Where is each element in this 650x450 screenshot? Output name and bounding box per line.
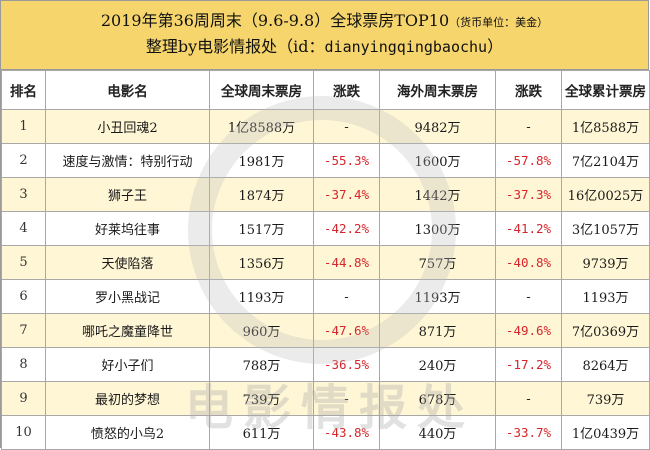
- global-total-cell: 7亿2104万: [561, 143, 650, 178]
- overseas-change-cell: -49.6%: [495, 313, 562, 348]
- col-global-total: 全球累计票房: [561, 70, 650, 110]
- box-office-table: 排名 电影名 全球周末票房 涨跌 海外周末票房 涨跌 全球累计票房 1 小丑回魂2…: [1, 70, 650, 450]
- global-weekend-cell: 611万: [209, 415, 314, 450]
- title-cell: 最初的梦想: [45, 381, 210, 416]
- table-row: 10 愤怒的小鸟2 611万 -43.8% 440万 -33.7% 1亿0439万: [1, 415, 650, 450]
- overseas-change-cell: -57.8%: [495, 143, 562, 178]
- col-global-change: 涨跌: [313, 70, 380, 110]
- global-weekend-cell: 1193万: [209, 279, 314, 314]
- global-change-cell: -: [313, 109, 380, 144]
- title-cell: 哪吒之魔童降世: [45, 313, 210, 348]
- table-header-banner: 2019年第36周周末（9.6-9.8）全球票房TOP10（货币单位：美金） 整…: [1, 1, 648, 70]
- global-change-cell: -: [313, 381, 380, 416]
- global-total-cell: 16亿0025万: [561, 177, 650, 212]
- title-cell: 小丑回魂2: [45, 109, 210, 144]
- table-row: 6 罗小黑战记 1193万 -1193万 -1193万: [1, 279, 650, 314]
- rank-cell: 2: [1, 143, 46, 178]
- overseas-weekend-cell: 1300万: [379, 211, 496, 246]
- title-cell: 罗小黑战记: [45, 279, 210, 314]
- table-row: 9 最初的梦想 739万 -678万 -739万: [1, 381, 650, 416]
- rank-cell: 3: [1, 177, 46, 212]
- global-total-cell: 1亿0439万: [561, 415, 650, 450]
- overseas-change-cell: -: [495, 109, 562, 144]
- title-cell: 天使陷落: [45, 245, 210, 280]
- global-change-cell: -36.5%: [313, 347, 380, 382]
- global-change-cell: -: [313, 279, 380, 314]
- table-row: 1 小丑回魂2 1亿8588万 -9482万 -1亿8588万: [1, 109, 650, 144]
- global-weekend-cell: 1517万: [209, 211, 314, 246]
- rank-cell: 6: [1, 279, 46, 314]
- table-row: 2 速度与激情：特别行动 1981万 -55.3% 1600万 -57.8% 7亿2104万: [1, 143, 650, 178]
- table-row: 3 狮子王 1874万 -37.4% 1442万 -37.3% 16亿0025万: [1, 177, 650, 212]
- overseas-change-cell: -37.3%: [495, 177, 562, 212]
- title-cell: 好小子们: [45, 347, 210, 382]
- global-weekend-cell: 739万: [209, 381, 314, 416]
- table-row: 5 天使陷落 1356万 -44.8% 757万 -40.8% 9739万: [1, 245, 650, 280]
- global-change-cell: -37.4%: [313, 177, 380, 212]
- global-change-cell: -43.8%: [313, 415, 380, 450]
- global-total-cell: 9739万: [561, 245, 650, 280]
- global-total-cell: 8264万: [561, 347, 650, 382]
- global-total-cell: 739万: [561, 381, 650, 416]
- overseas-weekend-cell: 440万: [379, 415, 496, 450]
- overseas-weekend-cell: 871万: [379, 313, 496, 348]
- overseas-weekend-cell: 1193万: [379, 279, 496, 314]
- global-total-cell: 1193万: [561, 279, 650, 314]
- overseas-change-cell: -40.8%: [495, 245, 562, 280]
- col-overseas-weekend: 海外周末票房: [379, 70, 496, 110]
- overseas-weekend-cell: 9482万: [379, 109, 496, 144]
- global-weekend-cell: 788万: [209, 347, 314, 382]
- rank-cell: 5: [1, 245, 46, 280]
- overseas-weekend-cell: 757万: [379, 245, 496, 280]
- subtitle-suffix: ）: [487, 37, 504, 56]
- subtitle-id: dianyingqingbaochu: [324, 38, 488, 56]
- overseas-change-cell: -41.2%: [495, 211, 562, 246]
- global-weekend-cell: 1874万: [209, 177, 314, 212]
- title-cell: 狮子王: [45, 177, 210, 212]
- page-subtitle: 整理by电影情报处（id：dianyingqingbaochu）: [1, 34, 648, 60]
- global-change-cell: -44.8%: [313, 245, 380, 280]
- title-text: 2019年第36周周末（9.6-9.8）全球票房TOP10: [100, 11, 450, 30]
- title-cell: 速度与激情：特别行动: [45, 143, 210, 178]
- title-cell: 愤怒的小鸟2: [45, 415, 210, 450]
- global-change-cell: -42.2%: [313, 211, 380, 246]
- overseas-weekend-cell: 1442万: [379, 177, 496, 212]
- rank-cell: 7: [1, 313, 46, 348]
- overseas-weekend-cell: 240万: [379, 347, 496, 382]
- title-cell: 好莱坞往事: [45, 211, 210, 246]
- global-total-cell: 1亿8588万: [561, 109, 650, 144]
- page-title: 2019年第36周周末（9.6-9.8）全球票房TOP10（货币单位：美金）: [1, 1, 648, 34]
- overseas-change-cell: -17.2%: [495, 347, 562, 382]
- table-row: 7 哪吒之魔童降世 960万 -47.6% 871万 -49.6% 7亿0369万: [1, 313, 650, 348]
- rank-cell: 1: [1, 109, 46, 144]
- global-total-cell: 3亿1057万: [561, 211, 650, 246]
- global-change-cell: -47.6%: [313, 313, 380, 348]
- global-total-cell: 7亿0369万: [561, 313, 650, 348]
- currency-unit: （货币单位：美金）: [449, 16, 549, 29]
- col-overseas-change: 涨跌: [495, 70, 562, 110]
- overseas-change-cell: -: [495, 381, 562, 416]
- overseas-weekend-cell: 678万: [379, 381, 496, 416]
- table-row: 4 好莱坞往事 1517万 -42.2% 1300万 -41.2% 3亿1057万: [1, 211, 650, 246]
- global-weekend-cell: 1亿8588万: [209, 109, 314, 144]
- rank-cell: 4: [1, 211, 46, 246]
- global-weekend-cell: 1981万: [209, 143, 314, 178]
- rank-cell: 9: [1, 381, 46, 416]
- subtitle-prefix: 整理by电影情报处（id：: [145, 37, 325, 56]
- col-rank: 排名: [1, 70, 46, 110]
- global-weekend-cell: 1356万: [209, 245, 314, 280]
- overseas-change-cell: -33.7%: [495, 415, 562, 450]
- rank-cell: 8: [1, 347, 46, 382]
- col-title: 电影名: [45, 70, 210, 110]
- table-row: 8 好小子们 788万 -36.5% 240万 -17.2% 8264万: [1, 347, 650, 382]
- col-global-weekend: 全球周末票房: [209, 70, 314, 110]
- global-change-cell: -55.3%: [313, 143, 380, 178]
- global-weekend-cell: 960万: [209, 313, 314, 348]
- overseas-weekend-cell: 1600万: [379, 143, 496, 178]
- rank-cell: 10: [1, 415, 46, 450]
- column-header-row: 排名 电影名 全球周末票房 涨跌 海外周末票房 涨跌 全球累计票房: [1, 70, 650, 110]
- overseas-change-cell: -: [495, 279, 562, 314]
